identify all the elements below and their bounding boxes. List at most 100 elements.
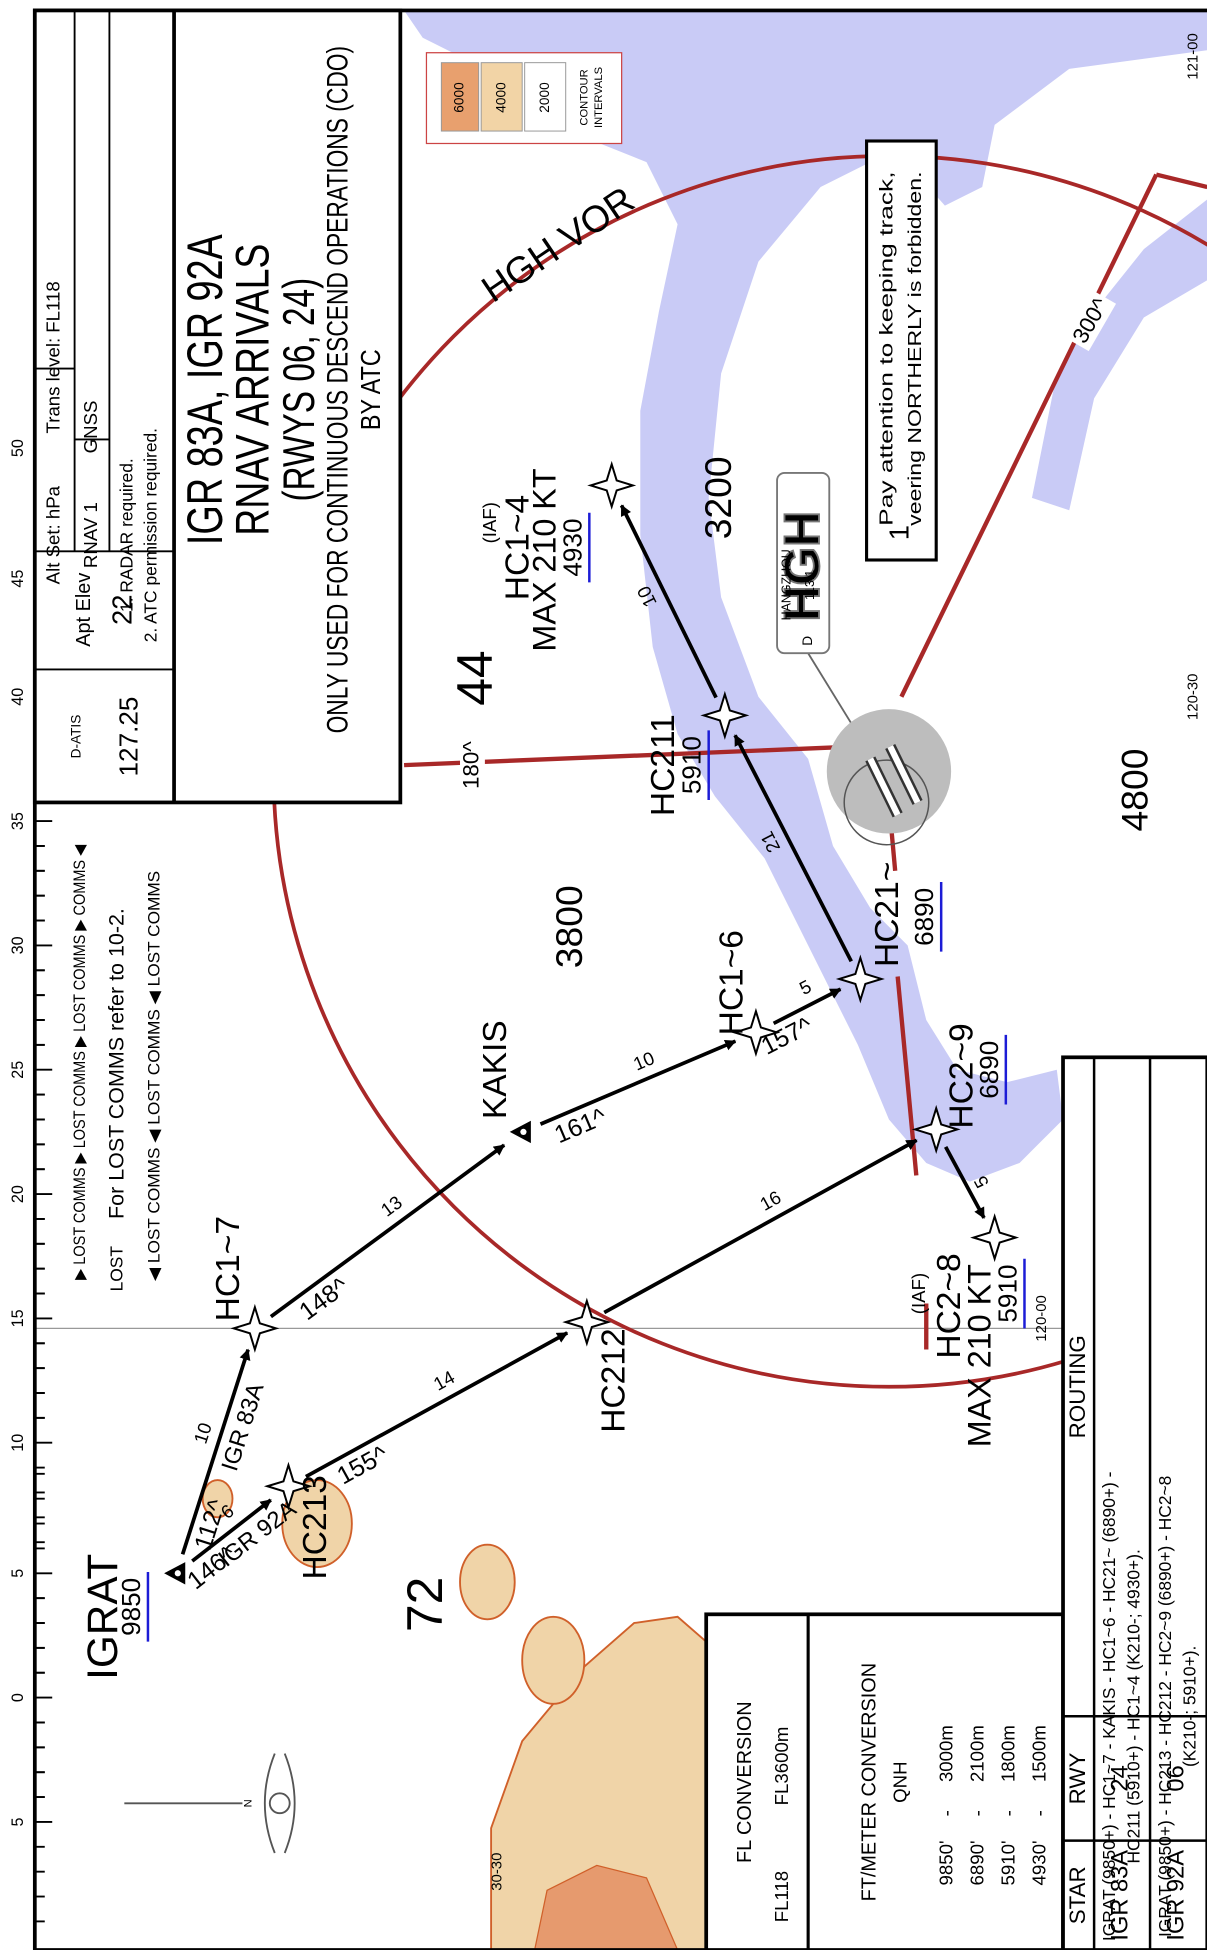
fl-title: FL CONVERSION	[734, 1701, 756, 1863]
lost-comms-note: For LOST COMMS refer to 10-2.	[106, 908, 129, 1219]
chart-title: RNAV ARRIVALS	[227, 244, 280, 536]
altitude-restriction: 9850	[116, 1578, 146, 1636]
route-text: IGRAT (9850+) - HC213 - HC212 - HC2~9 (6…	[1155, 1476, 1175, 1937]
fix-dot	[175, 1570, 181, 1576]
elev-label: Apt Elev	[73, 573, 95, 647]
lat-label: 25	[9, 1061, 27, 1079]
lat-label: 35	[9, 812, 27, 830]
chart-title: (RWYS 06, 24)	[274, 278, 324, 502]
note-text: Pay attention to keeping track,	[876, 171, 897, 525]
header-note: 2. ATC permission required.	[140, 428, 160, 642]
lat-label: 5	[9, 1817, 27, 1826]
ft-title: FT/METER CONVERSION	[859, 1663, 881, 1902]
grid-number: 72	[397, 1577, 453, 1632]
lat-label: 45	[9, 570, 27, 588]
leg-course: 148^	[294, 1272, 354, 1326]
compass-emblem	[270, 1793, 290, 1813]
vor-name: HANGZHOU	[779, 549, 793, 620]
ft-value: 5910'	[997, 1840, 1018, 1885]
note-text: veering NORTHERLY is forbidden.	[904, 171, 925, 525]
waypoint-name: HC1~6	[713, 930, 750, 1035]
radial	[1156, 175, 1207, 187]
leg-distance: 10	[630, 1047, 657, 1074]
altitude-restriction: 6890	[974, 1041, 1004, 1099]
lon-label: 120-00	[1034, 1295, 1050, 1341]
area-altitude: 4800	[1113, 749, 1155, 832]
waypoint-symbol	[974, 1216, 1016, 1258]
altitude-restriction: 5910	[992, 1265, 1022, 1323]
route-text: (K210-; 5910+).	[1180, 1646, 1200, 1767]
radial	[901, 175, 1156, 697]
waypoint-name: HC212	[595, 1328, 632, 1432]
note-number: 1	[884, 525, 915, 540]
fix-dot	[520, 1129, 526, 1135]
qnh-label: QNH	[889, 1761, 910, 1802]
altitude-restriction: 6890	[909, 888, 939, 946]
table-header: RWY	[1065, 1752, 1090, 1804]
north-label: N	[243, 1799, 255, 1807]
separator: -	[935, 1810, 956, 1816]
meter-value: 1500m	[1029, 1725, 1050, 1782]
route-leg	[271, 1145, 504, 1316]
altitude-restriction: 5910	[677, 736, 707, 794]
route-text: HC211 (5910+) - HC1~4 (K210-; 4930+).	[1124, 1549, 1144, 1863]
page: { "header": { "d_atis_label": "D-ATIS", …	[0, 0, 1207, 1950]
lost-comms-banner: ◀ LOST COMMS ◀ LOST COMMS ◀ LOST COMMS	[146, 871, 164, 1282]
ft-value: 6890'	[966, 1840, 987, 1885]
terrain	[522, 1617, 584, 1704]
chart-title: IGR 83A, IGR 92A	[177, 234, 233, 545]
vor-leader	[808, 653, 858, 734]
waypoint-symbol	[591, 464, 633, 506]
ft-value: 9850'	[935, 1840, 956, 1885]
waypoint-iaf: (IAF)	[908, 1273, 929, 1314]
lat-label: 30	[9, 936, 27, 954]
atis-freq: 127.25	[113, 697, 143, 777]
chart-sheet: 3200380048004472180^300^HGH VORHGHHANGZH…	[0, 0, 1207, 1950]
leg-distance: 13	[377, 1191, 406, 1220]
separator: -	[1029, 1810, 1050, 1816]
terrain	[460, 1545, 515, 1620]
leg-distance: 10	[190, 1420, 216, 1446]
fl-conversion-box	[706, 1614, 1063, 1950]
grid-number: 44	[447, 650, 503, 705]
contour-value: 2000	[537, 82, 552, 113]
vor-dme: D	[800, 636, 815, 646]
waypoint-name: KAKIS	[477, 1020, 514, 1119]
fl-value: FL118	[771, 1871, 792, 1922]
header-note: 1. RADAR required.	[117, 458, 137, 612]
lat-label: 40	[9, 688, 27, 706]
lon-label: 30-30	[489, 1853, 505, 1891]
lat-label: 0	[9, 1693, 27, 1702]
table-header: STAR	[1065, 1866, 1090, 1924]
lost-comms-banner: LOST	[107, 1246, 127, 1292]
waypoint-iaf: (IAF)	[479, 502, 500, 543]
route-text: IGRAT (9850+) - HC1~7 - KAKIS - HC1~6 - …	[1099, 1471, 1119, 1941]
separator: -	[997, 1810, 1018, 1816]
meter-value: 3000m	[935, 1725, 956, 1782]
chart-title: BY ATC	[355, 349, 386, 430]
ft-value: 4930'	[1029, 1840, 1050, 1885]
lon-label: 120-30	[1186, 674, 1202, 720]
lost-comms-banner: ▶ LOST COMMS ▶ LOST COMMS ▶ LOST COMMS ▶…	[71, 844, 89, 1280]
lon-label: 121-00	[1186, 33, 1202, 79]
meter-value: 1800m	[997, 1725, 1018, 1782]
waypoint-name: HC21~	[869, 862, 906, 967]
lat-label: 5	[9, 1569, 27, 1578]
contour-label: CONTOUR	[578, 69, 590, 125]
fl-meters: FL3600m	[771, 1727, 792, 1806]
meter-value: 2100m	[966, 1725, 987, 1782]
leg-distance: 14	[430, 1366, 458, 1394]
alt-set: Alt Set: hPa	[43, 485, 64, 584]
waypoint-name: HC213	[297, 1475, 334, 1579]
area-altitude: 3200	[697, 456, 739, 539]
altitude-restriction: 4930	[557, 519, 587, 577]
waypoint-name: HC1~7	[210, 1216, 247, 1321]
lat-label: 20	[9, 1185, 27, 1203]
sensor: GNSS	[80, 401, 101, 454]
area-altitude: 3800	[548, 885, 590, 968]
radial-label: 180^	[458, 741, 483, 789]
table-header: ROUTING	[1065, 1335, 1090, 1438]
contour-value: 6000	[452, 82, 467, 113]
vor-freq: 113.1	[803, 570, 817, 600]
leg-distance: 16	[756, 1186, 784, 1214]
